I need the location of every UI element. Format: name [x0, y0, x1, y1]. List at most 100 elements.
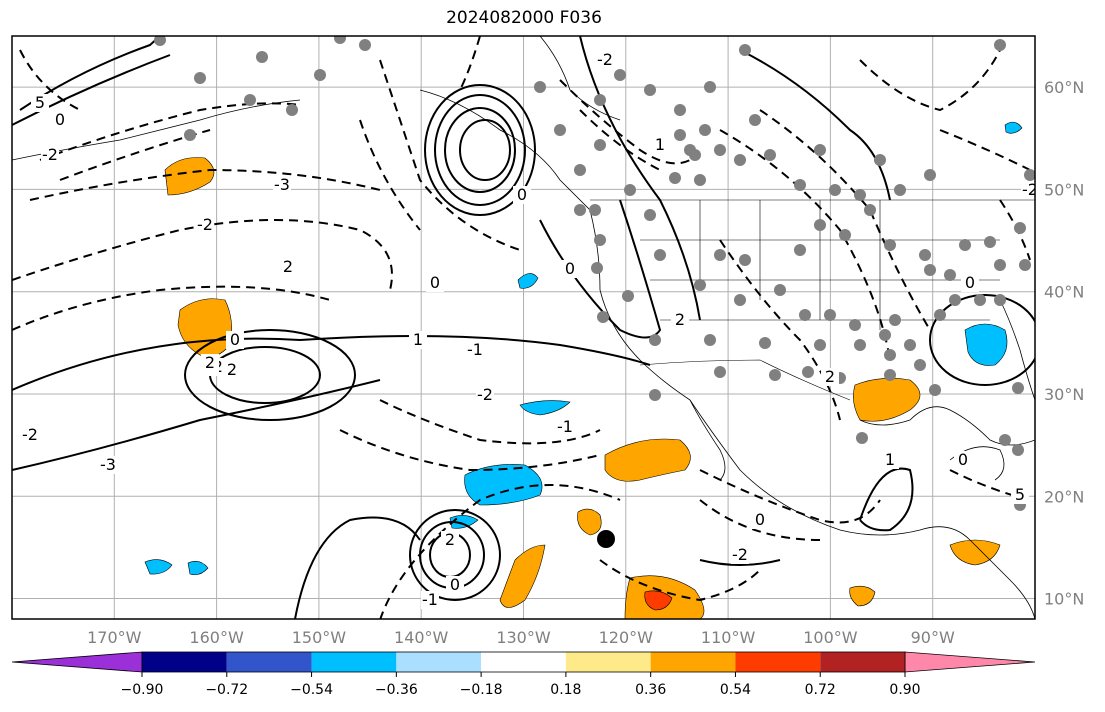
station-marker [704, 81, 716, 93]
dashed-contours [12, 36, 1031, 619]
lon-label: 150°W [292, 628, 347, 647]
colorbar-segment [481, 652, 566, 672]
contour-label-bg [556, 418, 574, 436]
station-marker [244, 94, 256, 106]
station-marker [649, 334, 661, 346]
station-marker [622, 290, 634, 302]
contour-label-bg [821, 368, 839, 386]
lat-label: 10°N [1044, 590, 1084, 609]
contour-label: -2 [1022, 180, 1038, 199]
station-marker [1012, 444, 1024, 456]
station-marker [534, 81, 546, 93]
contour-label: 0 [517, 185, 527, 204]
orange-region [499, 544, 546, 608]
station-marker [184, 129, 196, 141]
contour-label-bg [273, 176, 291, 194]
colorbar-tick-label: 0.72 [805, 682, 836, 698]
colorbar-tick-label: −0.54 [290, 682, 333, 698]
contour-label: 2 [283, 257, 293, 276]
station-marker [714, 144, 726, 156]
station-marker [904, 339, 916, 351]
contour-label: 0 [965, 273, 975, 292]
contour-label-bg [466, 341, 484, 359]
orange-region [849, 585, 876, 607]
station-marker [924, 169, 936, 181]
contour-label: -3 [274, 175, 290, 194]
colorbar-outline [141, 651, 906, 673]
station-marker [589, 204, 601, 216]
latitude-labels: 60°N 50°N 40°N 30°N 20°N 10°N [1044, 78, 1084, 608]
contour-label: 0 [230, 330, 240, 349]
colorbar-tick-label: −0.72 [205, 682, 248, 698]
contour-label-bg [226, 331, 244, 349]
station-marker [814, 219, 826, 231]
station-marker [1019, 259, 1031, 271]
blue-region [1004, 121, 1023, 134]
station-marker [594, 94, 606, 106]
contour-label-bg [421, 591, 439, 609]
contour-label: 1 [655, 135, 665, 154]
station-marker [849, 319, 861, 331]
contour-label: 5 [35, 93, 45, 112]
contour-label-bg [954, 451, 972, 469]
colorbar-tick-label: −0.18 [460, 682, 503, 698]
blue-region [187, 561, 209, 576]
station-marker [554, 124, 566, 136]
lon-label: 160°W [189, 628, 244, 647]
colorbar-tick-labels: −0.90 −0.72 −0.54 −0.36 −0.18 0.18 0.36 0.54 0.7… [121, 672, 921, 698]
station-marker [574, 204, 586, 216]
contour-label-bg [31, 94, 49, 112]
station-marker [884, 369, 896, 381]
contour-label-bg [21, 426, 39, 444]
station-marker [749, 114, 761, 126]
station-marker [759, 337, 771, 349]
longitude-labels: 170°W 160°W 150°W 140°W 130°W 120°W 110°W 100°W… [87, 628, 955, 647]
station-marker [194, 72, 206, 84]
contour-label: 0 [55, 110, 65, 129]
station-marker [1014, 222, 1026, 234]
lon-label: 140°W [394, 628, 449, 647]
lon-label: 170°W [87, 628, 142, 647]
station-marker [689, 149, 701, 161]
contour-label-bg [279, 258, 297, 276]
lon-label: 90°W [911, 628, 955, 647]
contour-label-bg [671, 311, 689, 329]
station-marker [959, 239, 971, 251]
colorbar [11, 651, 1036, 673]
station-marker [591, 262, 603, 274]
station-marker [654, 249, 666, 261]
station-marker [739, 44, 751, 56]
colorbar-segment [735, 652, 821, 672]
lat-label: 60°N [1044, 78, 1084, 97]
lat-label: 40°N [1044, 283, 1084, 302]
station-marker [644, 209, 656, 221]
contour-label: -2 [597, 50, 613, 69]
lon-label: 120°W [599, 628, 654, 647]
lon-label: 130°W [496, 628, 551, 647]
lon-label: 100°W [803, 628, 858, 647]
contour-label-bg [513, 186, 531, 204]
station-marker [714, 249, 726, 261]
contour-label-bg [596, 51, 614, 69]
station-marker [334, 36, 346, 44]
contour-label: -2 [477, 385, 493, 404]
contour-label-bg [561, 260, 579, 278]
station-marker [914, 359, 926, 371]
orange-region [949, 539, 1001, 566]
contour-label: -3 [100, 455, 116, 474]
station-marker [974, 294, 986, 306]
station-marker [574, 164, 586, 176]
station-marker [999, 434, 1011, 446]
station-marker [1012, 382, 1024, 394]
colorbar-extend-low [11, 651, 143, 673]
colorbar-tick-label: −0.36 [375, 682, 418, 698]
lat-label: 50°N [1044, 180, 1084, 199]
blue-region [144, 559, 173, 575]
lon-label: 110°W [701, 628, 756, 647]
station-marker [856, 432, 868, 444]
orange-region [604, 438, 691, 482]
station-marker [984, 236, 996, 248]
station-marker [739, 254, 751, 266]
colorbar-tick-label: 0.36 [635, 682, 666, 698]
station-marker [714, 366, 726, 378]
